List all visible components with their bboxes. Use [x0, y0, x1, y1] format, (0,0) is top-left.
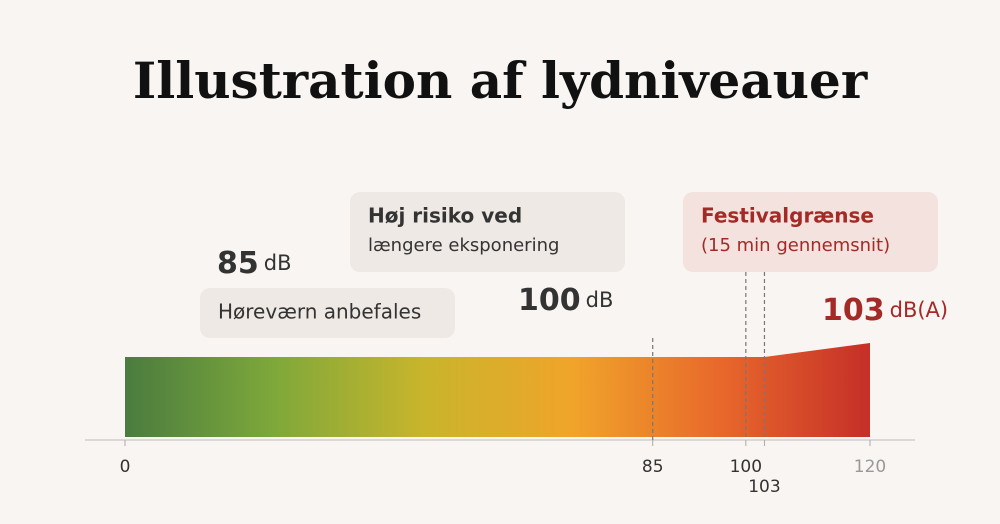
value-number: 85 — [217, 246, 259, 281]
value-number: 103 — [822, 293, 885, 328]
callout-box — [200, 288, 455, 338]
value-unit: dB — [264, 251, 292, 275]
value-number: 100 — [518, 283, 581, 318]
callout-text: Høreværn anbefales — [218, 300, 421, 324]
value-label: 100 dB — [518, 283, 613, 318]
callout-box — [683, 192, 938, 272]
x-tick-label: 100 — [730, 457, 762, 477]
callout-text: Festivalgrænse — [701, 204, 874, 228]
level-bar — [125, 343, 870, 437]
x-tick-label: 85 — [642, 457, 664, 477]
chart-title: Illustration af lydniveauer — [133, 51, 868, 110]
x-tick-label: 0 — [120, 457, 131, 477]
callout-text: Høj risiko ved — [368, 204, 522, 228]
callout-text: (15 min gennemsnit) — [701, 235, 890, 256]
value-unit: dB — [586, 288, 614, 312]
value-unit: dB(A) — [890, 298, 949, 322]
value-label: 85 dB — [217, 246, 292, 281]
value-label: 103 dB(A) — [822, 293, 948, 328]
x-tick-label: 103 — [748, 477, 780, 497]
callout-text: længere eksponering — [368, 235, 559, 256]
x-tick-label: 120 — [854, 457, 886, 477]
callout-box — [350, 192, 625, 272]
